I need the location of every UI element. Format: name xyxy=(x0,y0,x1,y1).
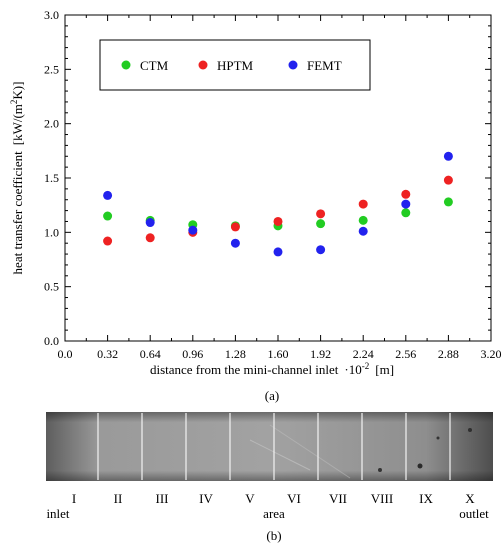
x-tick-label: 1.28 xyxy=(225,347,246,361)
area-label-x: X xyxy=(465,491,475,506)
legend-marker-hptm xyxy=(198,60,208,70)
point-femt xyxy=(103,190,113,200)
point-hptm xyxy=(401,189,411,199)
point-femt xyxy=(145,218,155,228)
y-tick-label: 3.0 xyxy=(44,8,59,22)
area-label-viii: VIII xyxy=(371,491,393,506)
point-hptm xyxy=(443,175,453,185)
legend-marker-ctm xyxy=(121,60,131,70)
y-axis-unit: [kW/(m xyxy=(10,104,25,145)
svg-text:heat transfer coefficient[kW/(: heat transfer coefficient [kW/(m2K)] xyxy=(9,82,25,275)
legend: CTM HPTM FEMT xyxy=(121,58,342,73)
y-tick-label: 0.0 xyxy=(44,334,59,348)
x-axis-unit: [m] xyxy=(375,362,394,377)
point-femt xyxy=(316,245,326,255)
caption-b: (b) xyxy=(266,528,281,543)
point-hptm xyxy=(358,199,368,209)
channel-strip-image xyxy=(46,412,493,481)
strip-area-labels: I II III IV V VI VII VIII IX X xyxy=(72,491,475,506)
point-ctm xyxy=(316,219,326,229)
point-ctm xyxy=(358,215,368,225)
legend-box xyxy=(99,39,371,91)
y-axis-label-group: heat transfer coefficient [kW/(m2K)] xyxy=(9,82,25,275)
y-tick-label: 2.0 xyxy=(44,117,59,131)
axis-ticks xyxy=(64,14,492,342)
area-label-vi: VI xyxy=(287,491,301,506)
point-hptm xyxy=(103,236,113,246)
y-axis-unit-exponent: 2 xyxy=(9,100,19,105)
legend-label-ctm: CTM xyxy=(140,58,169,73)
caption-a: (a) xyxy=(265,388,279,403)
point-hptm xyxy=(316,209,326,219)
y-tick-label: 2.5 xyxy=(44,62,59,76)
point-femt xyxy=(188,225,198,235)
y-tick-label: 1.0 xyxy=(44,225,59,239)
x-tick-label: 0.32 xyxy=(97,347,118,361)
area-label-iv: IV xyxy=(199,491,213,506)
legend-label-femt: FEMT xyxy=(307,58,342,73)
inlet-label: inlet xyxy=(46,506,69,521)
strip-dividers xyxy=(97,413,451,480)
x-axis-label: distance from the mini-channel inlet xyxy=(150,362,339,377)
x-tick-label: 2.24 xyxy=(353,347,374,361)
point-femt xyxy=(358,226,368,236)
x-tick-labels: 0.0 0.32 0.64 0.96 1.28 1.60 1.92 2.24 2.56 2.88 3… xyxy=(58,347,502,361)
area-label-ix: IX xyxy=(419,491,433,506)
x-tick-label: 0.64 xyxy=(140,347,161,361)
point-hptm xyxy=(230,222,240,232)
data-points xyxy=(103,151,453,257)
area-label-iii: III xyxy=(156,491,169,506)
point-hptm xyxy=(273,216,283,226)
x-axis-label-group: distance from the mini-channel inlet ·10-… xyxy=(150,361,394,377)
point-femt xyxy=(273,247,283,257)
point-femt xyxy=(401,199,411,209)
point-femt xyxy=(230,238,240,248)
point-ctm xyxy=(103,211,113,221)
legend-marker-femt xyxy=(288,60,298,70)
x-tick-label: 1.60 xyxy=(268,347,289,361)
x-tick-label: 0.0 xyxy=(58,347,73,361)
y-axis-label: heat transfer coefficient xyxy=(10,151,25,275)
y-tick-label: 0.5 xyxy=(44,280,59,294)
point-hptm xyxy=(145,233,155,243)
x-tick-label: 2.88 xyxy=(438,347,459,361)
area-label-ii: II xyxy=(114,491,123,506)
y-axis-unit-tail: K)] xyxy=(10,82,25,100)
x-axis-factor: ·10 xyxy=(344,362,361,377)
point-ctm xyxy=(401,208,411,218)
point-femt xyxy=(443,151,453,161)
legend-label-hptm: HPTM xyxy=(217,58,254,73)
y-tick-labels: 0.0 0.5 1.0 1.5 2.0 2.5 3.0 xyxy=(44,8,59,348)
area-label-v: V xyxy=(245,491,255,506)
x-tick-label: 2.56 xyxy=(395,347,416,361)
point-ctm xyxy=(443,197,453,207)
area-label-vii: VII xyxy=(329,491,347,506)
area-label-i: I xyxy=(72,491,76,506)
y-tick-label: 1.5 xyxy=(44,171,59,185)
x-tick-label: 1.92 xyxy=(310,347,331,361)
x-tick-label: 0.96 xyxy=(182,347,203,361)
x-tick-label: 3.20 xyxy=(481,347,502,361)
area-label: area xyxy=(263,506,285,521)
outlet-label: outlet xyxy=(459,506,489,521)
x-axis-factor-exponent: -2 xyxy=(362,361,370,371)
